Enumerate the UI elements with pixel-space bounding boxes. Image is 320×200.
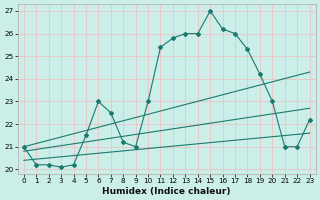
X-axis label: Humidex (Indice chaleur): Humidex (Indice chaleur): [102, 187, 231, 196]
